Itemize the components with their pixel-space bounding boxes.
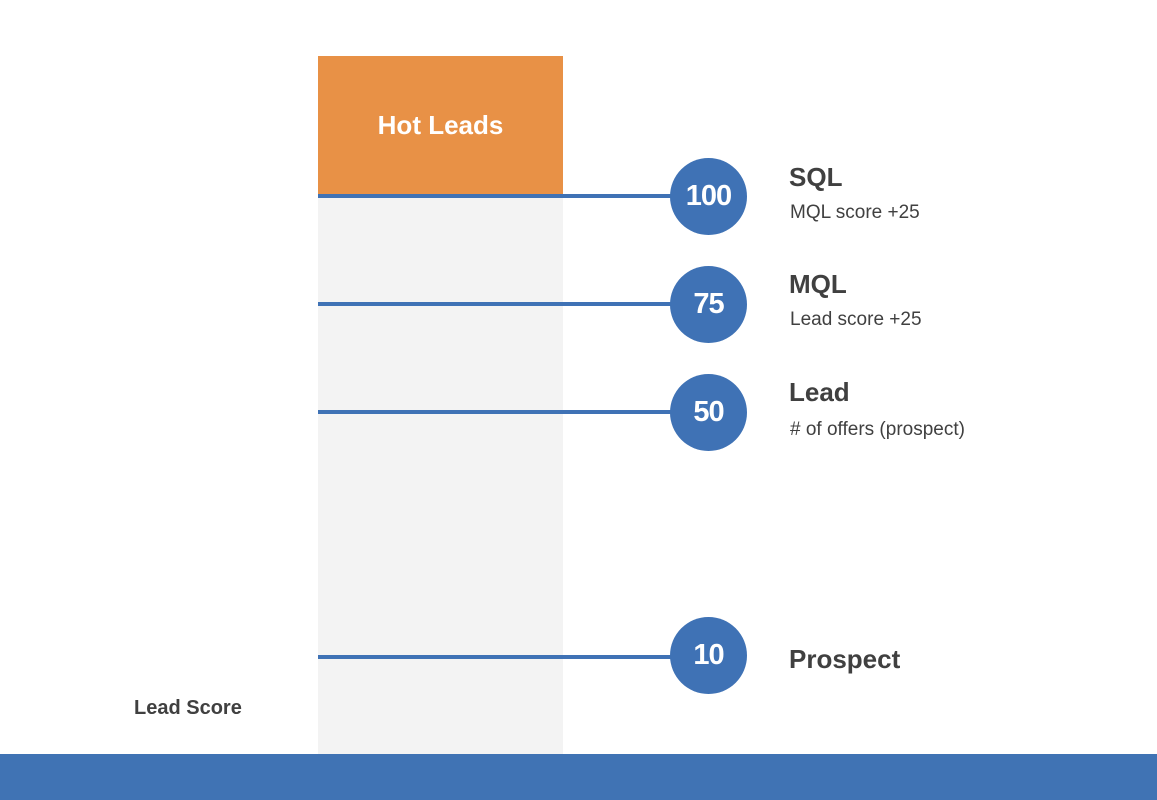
stage-title-prospect: Prospect	[789, 644, 901, 674]
score-value: 10	[693, 639, 724, 671]
connector-line-lead	[318, 410, 678, 414]
stage-subtitle-sql: MQL score +25	[790, 202, 920, 223]
hot-leads-label: Hot Leads	[377, 110, 504, 140]
stage-title-lead: Lead	[789, 377, 850, 407]
connector-line-sql	[318, 194, 678, 198]
stage-subtitle-lead: # of offers (prospect)	[790, 419, 965, 440]
score-badge-lead: 50	[670, 374, 747, 451]
connector-line-mql	[318, 302, 678, 306]
hot-leads-box: Hot Leads	[318, 56, 563, 195]
score-value: 100	[685, 180, 732, 212]
score-badge-mql: 75	[670, 266, 747, 343]
lead-score-axis-label: Lead Score	[134, 697, 242, 719]
score-value: 75	[693, 288, 724, 320]
stage-subtitle-mql: Lead score +25	[790, 309, 922, 330]
connector-line-prospect	[318, 655, 678, 659]
score-value: 50	[693, 396, 724, 428]
stage-title-mql: MQL	[789, 269, 847, 299]
score-badge-prospect: 10	[670, 617, 747, 694]
footer-bar	[0, 754, 1157, 800]
stage-title-sql: SQL	[789, 162, 843, 192]
score-badge-sql: 100	[670, 158, 747, 235]
